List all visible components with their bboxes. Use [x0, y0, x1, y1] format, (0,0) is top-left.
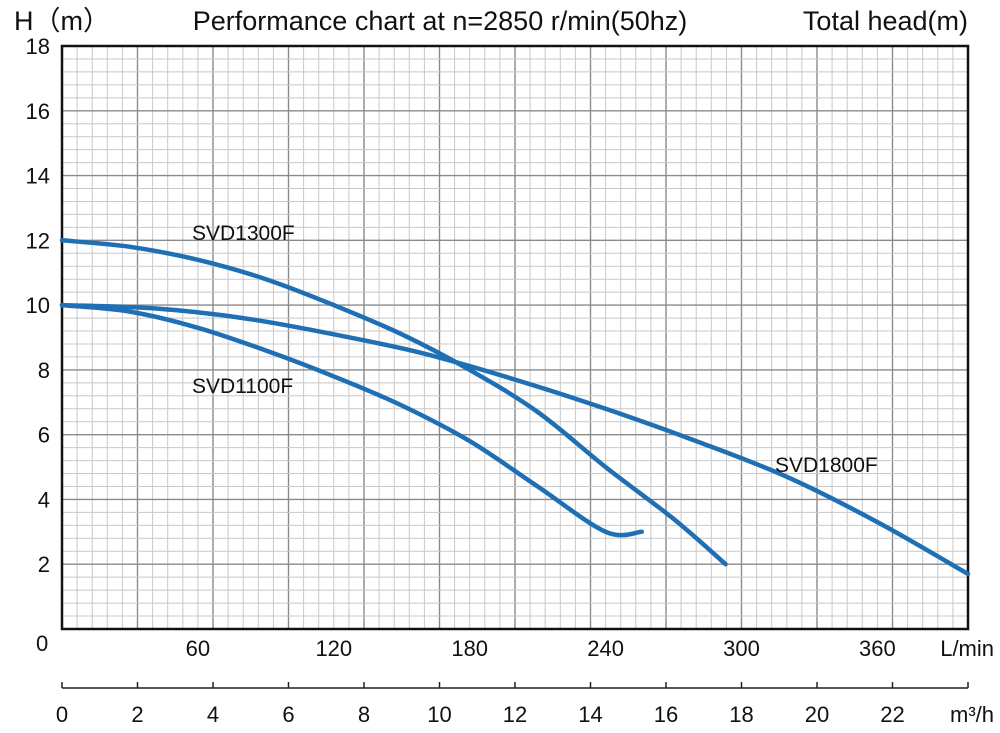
chart-title: Performance chart at n=2850 r/min(50hz) [193, 6, 688, 36]
secondary-tick-label: 14 [578, 702, 602, 727]
secondary-axis-ticks: 0 2 4 6 8 10 12 14 16 18 20 22 [56, 682, 969, 727]
y-tick-label: 18 [26, 34, 50, 59]
y-tick-label: 16 [26, 99, 50, 124]
x-tick-label: 60 [186, 636, 210, 661]
secondary-tick-label: 20 [805, 702, 829, 727]
secondary-tick-label: 6 [282, 702, 294, 727]
secondary-tick-label: 4 [207, 702, 219, 727]
chart-grid [62, 46, 968, 629]
secondary-tick-label: 22 [880, 702, 904, 727]
x-tick-label: 240 [587, 636, 624, 661]
curve-labels: SVD1100F SVD1300F SVD1800F [192, 222, 878, 477]
secondary-tick-label: 18 [729, 702, 753, 727]
series-line-svd1800f [59, 302, 971, 577]
series-label-svd1300f: SVD1300F [192, 222, 295, 245]
right-axis-title: Total head(m) [803, 6, 968, 36]
y-tick-label: 2 [38, 552, 50, 577]
y-axis-title: H（m） [14, 6, 110, 36]
secondary-tick-label: 16 [654, 702, 678, 727]
y-tick-labels: 2 4 6 8 10 12 14 16 18 [26, 34, 50, 577]
secondary-tick-label: 2 [131, 702, 143, 727]
plot-frame [60, 44, 970, 631]
x-tick-label: 300 [723, 636, 760, 661]
x-tick-labels: 60 120 180 240 300 360 [186, 636, 896, 661]
secondary-tick-label: 0 [56, 702, 68, 727]
series-label-svd1800f: SVD1800F [775, 454, 878, 477]
series-line-svd1300f [59, 238, 728, 567]
x-tick-label: 180 [451, 636, 488, 661]
chart-curves [59, 238, 971, 577]
x-tick-label: 360 [859, 636, 896, 661]
y-tick-label: 4 [38, 487, 50, 512]
x-tick-label: 120 [315, 636, 352, 661]
x-unit-label: L/min [940, 636, 994, 661]
series-label-svd1100f: SVD1100F [192, 375, 293, 398]
series-line-svd1100f [59, 302, 645, 538]
y-tick-label: 14 [26, 164, 50, 189]
y-tick-label: 6 [38, 423, 50, 448]
secondary-tick-label: 8 [358, 702, 370, 727]
y-tick-label: 12 [26, 228, 50, 253]
y-tick-label: 10 [26, 293, 50, 318]
y-zero-label: 0 [36, 631, 48, 656]
secondary-tick-label: 12 [503, 702, 527, 727]
secondary-axis-label: m³/h [950, 702, 994, 727]
y-tick-label: 8 [38, 358, 50, 383]
secondary-tick-label: 10 [427, 702, 451, 727]
